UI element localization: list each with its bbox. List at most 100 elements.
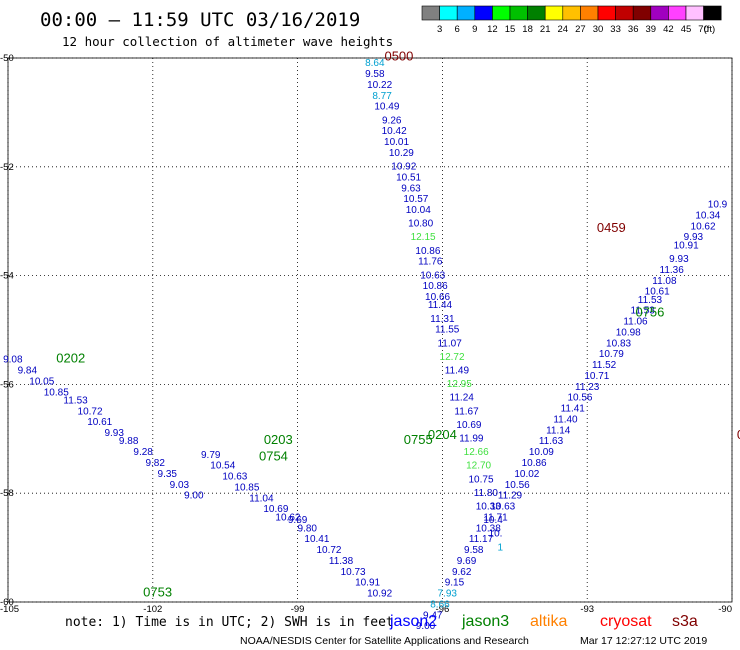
swh-value: 10.80 (408, 219, 433, 230)
scale-tick-label: 6 (455, 24, 460, 35)
scale-tick-label: 27 (575, 24, 586, 35)
swh-value: 10.63 (420, 270, 445, 281)
swh-value: 10.54 (210, 461, 235, 472)
scale-tick-label: 24 (558, 24, 569, 35)
scale-swatch (456, 5, 476, 21)
latitude-tick-label: -54 (0, 271, 14, 282)
swh-value: 9.93 (684, 232, 704, 243)
scale-swatch (474, 5, 493, 21)
swh-value: 9.80 (298, 523, 318, 534)
swh-value: 11.99 (459, 434, 484, 445)
swh-value: 10.04 (406, 205, 431, 216)
longitude-tick-label: -90 (718, 604, 732, 615)
scale-unit: (ft) (704, 24, 716, 35)
swh-value: 1 (498, 542, 504, 553)
swh-value: 10.92 (367, 589, 392, 600)
swh-value: 10.09 (529, 447, 554, 458)
swh-value: 10.34 (695, 210, 720, 221)
scale-swatch (421, 5, 440, 21)
scale-swatch (632, 5, 652, 21)
swh-value: 10.63 (222, 472, 247, 483)
swh-value: 10.72 (78, 406, 103, 417)
swh-value: 11.71 (483, 512, 508, 523)
scale-swatch (685, 5, 704, 21)
swh-value: 12.66 (464, 447, 489, 458)
swh-value: 11.44 (428, 300, 453, 311)
swh-value: 10.92 (391, 162, 416, 173)
swh-value: 11.63 (539, 436, 564, 447)
scale-tick-label: 12 (487, 24, 498, 35)
swh-value: 11.52 (592, 360, 617, 371)
scale-swatch (580, 5, 599, 21)
scale-tick-label: 15 (505, 24, 516, 35)
swh-value: 10.29 (389, 148, 414, 159)
scale-swatch (527, 5, 546, 21)
swh-value: 9.93 (669, 254, 689, 265)
pass-time-label: 0203 (264, 432, 293, 447)
swh-value: 10.63 (490, 502, 515, 513)
swh-value: 10.61 (645, 287, 670, 298)
scale-tick-label: 18 (522, 24, 533, 35)
swh-value: 12.15 (411, 232, 436, 243)
swh-value: 10.69 (263, 504, 288, 515)
swh-value: 10.57 (403, 194, 428, 205)
swh-value: 9.63 (401, 183, 421, 194)
swh-value: 12.70 (466, 461, 491, 472)
swh-value: 9.58 (464, 545, 484, 556)
scale-tick-label: 3 (437, 24, 442, 35)
swh-value: 11.23 (575, 382, 600, 393)
longitude-tick-label: -99 (291, 604, 305, 615)
swh-value: 10.56 (505, 480, 530, 491)
latitude-tick-label: -58 (0, 488, 14, 499)
swh-value: 11.31 (430, 314, 455, 325)
swh-value: 11.53 (638, 295, 663, 306)
scale-swatch (439, 5, 458, 21)
map-subtitle: 12 hour collection of altimeter wave hei… (62, 34, 393, 49)
scale-swatch (509, 5, 528, 21)
swh-value: 10.91 (674, 240, 699, 251)
swh-value: 8.66 (430, 599, 450, 610)
satellite-legend: jason2 jason3 altika cryosat s3a (389, 613, 698, 630)
swh-value: 10.9 (708, 200, 728, 211)
swh-value: 9.84 (18, 366, 38, 377)
swh-value: 11.06 (623, 317, 648, 328)
swh-value: 10.38 (476, 523, 501, 534)
swh-value: 11.40 (553, 414, 578, 425)
swh-value: 11.24 (450, 393, 475, 404)
scale-tick-label: 42 (663, 24, 674, 35)
swh-value: 9.69 (457, 556, 477, 567)
swh-value: 10.66 (425, 292, 450, 303)
swh-value: 10.85 (44, 387, 69, 398)
pass-time-label: 0756 (635, 304, 664, 319)
swh-value: 10.85 (234, 482, 259, 493)
swh-value: 11.55 (435, 325, 460, 336)
swh-value: 10. (489, 529, 503, 540)
latitude-tick-label: -52 (0, 162, 14, 173)
map-title: 00:00 – 11:59 UTC 03/16/2019 (40, 9, 360, 31)
scale-swatch (492, 5, 511, 21)
swh-value: 10.75 (468, 474, 493, 485)
scale-tick-label: 36 (628, 24, 639, 35)
scale-swatch (544, 5, 564, 21)
footer-credit: NOAA/NESDIS Center for Satellite Applica… (240, 635, 529, 647)
scale-tick-label: 30 (593, 24, 604, 35)
satellite-legend-altika: altika (530, 613, 567, 630)
pass-time-label: 0458 (737, 427, 740, 442)
swh-value: 10.41 (304, 534, 329, 545)
pass-time-labels: 0500 0459 0756 0755 0458 0202 0203 0204 0754 0753 (56, 49, 740, 600)
swh-value: 9.15 (445, 578, 465, 589)
swh-value: 10.49 (374, 102, 399, 113)
swh-value: 11.53 (63, 395, 88, 406)
swh-value: 11.29 (498, 491, 523, 502)
swh-value: 9.69 (288, 515, 308, 526)
swh-value: 11.36 (660, 265, 685, 276)
footer-timestamp: Mar 17 12:27:12 UTC 2019 (580, 635, 707, 647)
swh-value: 10.01 (384, 137, 409, 148)
swh-value: 11.53 (631, 306, 656, 317)
swh-value: 7.93 (437, 589, 457, 600)
scale-tick-label: 70 (698, 24, 709, 35)
scale-swatch (668, 5, 687, 21)
swh-value: 9.00 (184, 491, 204, 502)
